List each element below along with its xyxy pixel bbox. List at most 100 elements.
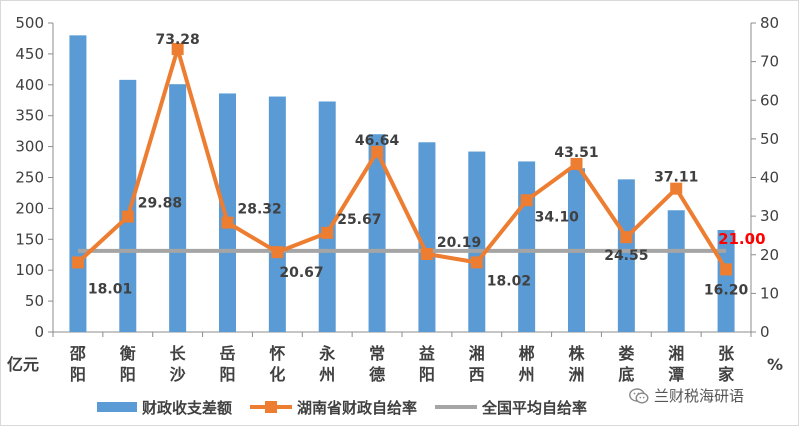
line-marker [121, 210, 134, 223]
y-right-tick-label: 60 [760, 91, 779, 109]
bar [617, 179, 635, 332]
data-label: 46.64 [355, 133, 400, 149]
bar [219, 93, 236, 333]
y-right-tick-label: 10 [760, 284, 779, 302]
line-marker [720, 263, 733, 276]
bar [368, 134, 386, 332]
y-left-tick-label: 100 [15, 261, 44, 279]
x-category-label: 阳 [120, 365, 136, 384]
x-category-label: 长 [170, 344, 187, 363]
x-category-label: 株 [568, 344, 585, 363]
line-marker [321, 226, 334, 239]
legend-swatch-bar [97, 402, 137, 412]
bar [119, 79, 137, 332]
x-category-label: 洲 [568, 365, 584, 384]
x-category-label: 州 [318, 365, 335, 384]
x-category-label: 郴 [519, 344, 535, 363]
x-category-label: 益 [419, 344, 435, 363]
data-label: 24.55 [604, 248, 648, 264]
legend-swatch-line [250, 401, 293, 413]
legend-item-line: 湖南省财政自给率 [250, 397, 417, 418]
data-label: 43.51 [554, 145, 598, 161]
y-left-tick-label: 250 [15, 169, 44, 187]
y-right-tick-label: 70 [760, 53, 779, 71]
data-label: 73.28 [155, 32, 199, 48]
data-label: 20.19 [437, 235, 481, 251]
data-label: 29.88 [138, 196, 182, 212]
y-left-tick-label: 500 [15, 14, 44, 32]
bar [418, 142, 436, 332]
x-category-label: 衡 [120, 344, 136, 363]
data-label: 20.67 [279, 265, 323, 281]
bar [69, 35, 87, 333]
x-category-label: 张 [718, 344, 735, 363]
y-right-unit: % [767, 355, 783, 374]
legend-label-line: 湖南省财政自给率 [297, 398, 418, 417]
x-category-label: 娄 [618, 344, 634, 363]
x-category-label: 岳 [219, 344, 235, 363]
data-label: 18.01 [88, 281, 132, 297]
series-line [76, 46, 728, 271]
x-category-label: 湘 [668, 344, 684, 363]
y-left-tick-label: 400 [15, 76, 44, 94]
y-left-tick-label: 350 [15, 107, 44, 125]
line-marker [71, 256, 84, 269]
line-marker [570, 157, 583, 170]
line-marker [670, 182, 683, 195]
bar [318, 101, 336, 333]
x-category-label: 阳 [219, 365, 235, 384]
data-label: 37.11 [654, 170, 698, 186]
x-category-label: 阳 [419, 365, 435, 384]
line-marker [271, 246, 284, 259]
legend-label-bar: 财政收支差额 [142, 398, 233, 417]
x-category-label: 沙 [170, 365, 186, 384]
x-category-label: 化 [269, 365, 285, 384]
y-right-tick-label: 40 [760, 169, 779, 187]
wechat-icon [629, 387, 649, 404]
y-left-tick-label: 150 [15, 230, 44, 248]
data-label: 28.32 [238, 202, 282, 218]
x-category-label: 西 [469, 365, 485, 384]
data-label: 16.20 [704, 282, 749, 298]
y-left-unit: 亿元 [7, 355, 39, 374]
y-left-tick-label: 300 [15, 138, 44, 156]
bar [518, 161, 536, 332]
line-marker [470, 256, 483, 269]
y-right-tick-label: 0 [760, 323, 770, 341]
line-marker [171, 42, 184, 55]
average-label: 21.00 [718, 230, 765, 248]
legend-item-bar: 财政收支差额 [97, 397, 232, 418]
y-left-tick-label: 50 [25, 292, 44, 310]
x-category-label: 家 [718, 365, 735, 384]
y-left-tick-label: 450 [15, 45, 44, 63]
y-right-tick-label: 30 [760, 207, 779, 225]
bar [717, 230, 735, 332]
x-category-label: 州 [518, 365, 535, 384]
y-right-tick-label: 20 [760, 246, 779, 264]
bar [169, 84, 187, 332]
watermark-text: 兰财税海研语 [654, 387, 745, 405]
y-left-tick-label: 0 [34, 323, 44, 341]
y-left-tick-label: 200 [15, 199, 44, 217]
watermark: 兰财税海研语 [629, 385, 744, 406]
legend: 财政收支差额 湖南省财政自给率 全国平均自给率 [97, 395, 587, 419]
legend-item-average: 全国平均自给率 [435, 397, 587, 418]
line-marker [371, 145, 384, 158]
x-category-label: 湘 [469, 344, 485, 363]
data-label: 25.67 [337, 212, 381, 228]
legend-swatch-average [435, 405, 478, 409]
x-category-label: 德 [369, 365, 385, 384]
bar [268, 96, 286, 333]
data-label: 18.02 [487, 273, 531, 289]
legend-label-average: 全国平均自给率 [482, 398, 588, 417]
y-right-tick-label: 50 [760, 130, 779, 148]
line-marker [520, 194, 533, 207]
line-marker [420, 248, 433, 261]
x-category-label: 邵 [69, 344, 86, 363]
bar [468, 151, 486, 332]
x-category-label: 常 [369, 344, 385, 363]
x-category-label: 永 [318, 344, 335, 363]
x-category-label: 阳 [70, 365, 86, 384]
line-marker [620, 231, 633, 244]
